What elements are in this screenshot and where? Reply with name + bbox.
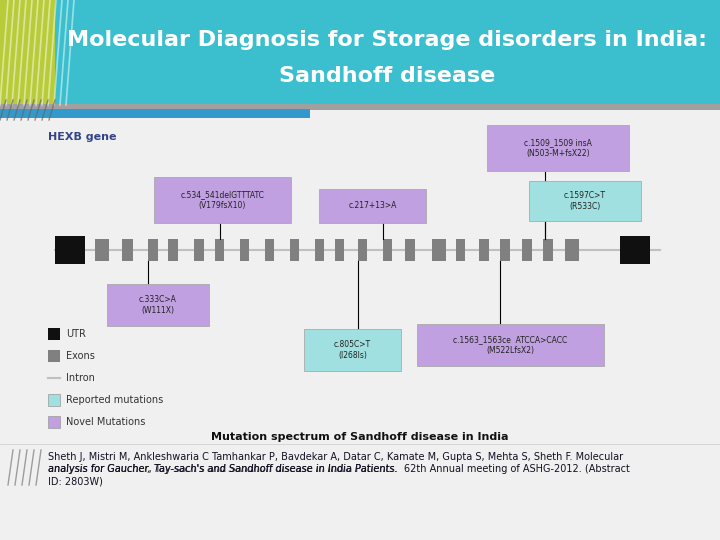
Bar — [383, 239, 392, 261]
Bar — [55, 0, 720, 105]
Text: Sheth J, Mistri M, Ankleshwaria C Tamhankar P, Bavdekar A, Datar C, Kamate M, Gu: Sheth J, Mistri M, Ankleshwaria C Tamhan… — [48, 452, 623, 462]
Bar — [265, 239, 274, 261]
Bar — [290, 239, 299, 261]
FancyBboxPatch shape — [304, 329, 401, 371]
Text: ID: 2803W): ID: 2803W) — [48, 476, 103, 486]
Text: analysis for Gaucher, Tay-sach's and Sandhoff disease in India Patients.: analysis for Gaucher, Tay-sach's and San… — [48, 464, 397, 474]
Bar — [215, 239, 224, 261]
Text: Novel Mutations: Novel Mutations — [66, 417, 145, 427]
Text: c.1563_1563ce  ATCCA>CACC
(M522LfsX2): c.1563_1563ce ATCCA>CACC (M522LfsX2) — [454, 335, 567, 355]
Bar — [48, 416, 60, 428]
FancyBboxPatch shape — [487, 125, 629, 171]
Bar — [0, 104, 720, 110]
Bar — [55, 236, 85, 264]
Bar — [405, 239, 415, 261]
Bar — [456, 239, 465, 261]
Bar — [522, 239, 532, 261]
Bar — [358, 239, 367, 261]
FancyBboxPatch shape — [529, 181, 641, 221]
Bar — [48, 394, 60, 406]
Bar — [620, 236, 650, 264]
Bar — [48, 350, 60, 362]
Bar — [565, 239, 579, 261]
Text: c.217+13>A: c.217+13>A — [348, 201, 397, 211]
Text: c.805C>T
(I268Is): c.805C>T (I268Is) — [334, 340, 371, 360]
Bar — [543, 239, 553, 261]
FancyBboxPatch shape — [107, 284, 209, 326]
Bar — [168, 239, 178, 261]
Bar — [122, 239, 133, 261]
FancyBboxPatch shape — [417, 324, 604, 366]
Bar — [0, 0, 55, 105]
Bar — [500, 239, 510, 261]
Bar — [240, 239, 249, 261]
Bar — [95, 239, 109, 261]
Text: c.1509_1509 insA
(N503-M+fsX22): c.1509_1509 insA (N503-M+fsX22) — [524, 138, 592, 158]
Bar — [479, 239, 489, 261]
Text: UTR: UTR — [66, 329, 86, 339]
FancyBboxPatch shape — [319, 189, 426, 223]
Text: Reported mutations: Reported mutations — [66, 395, 163, 405]
Bar — [194, 239, 204, 261]
Text: Molecular Diagnosis for Storage disorders in India:: Molecular Diagnosis for Storage disorder… — [67, 30, 707, 50]
Text: Mutation spectrum of Sandhoff disease in India: Mutation spectrum of Sandhoff disease in… — [211, 432, 509, 442]
Bar — [0, 109, 310, 118]
FancyBboxPatch shape — [154, 177, 291, 223]
Bar — [335, 239, 344, 261]
Bar — [48, 328, 60, 340]
Text: Sandhoff disease: Sandhoff disease — [279, 65, 495, 86]
Bar — [315, 239, 324, 261]
Text: c.534_541delGTTTATC
(V179fsX10): c.534_541delGTTTATC (V179fsX10) — [181, 190, 264, 210]
Text: c.333C>A
(W111X): c.333C>A (W111X) — [139, 295, 177, 315]
Bar — [432, 239, 446, 261]
Bar — [148, 239, 158, 261]
Text: c.1597C>T
(R533C): c.1597C>T (R533C) — [564, 191, 606, 211]
Text: HEXB gene: HEXB gene — [48, 132, 117, 142]
Text: analysis for Gaucher, Tay-sach's and Sandhoff disease in India Patients.  62th A: analysis for Gaucher, Tay-sach's and San… — [48, 464, 630, 474]
Text: Exons: Exons — [66, 351, 95, 361]
Text: Intron: Intron — [66, 373, 95, 383]
